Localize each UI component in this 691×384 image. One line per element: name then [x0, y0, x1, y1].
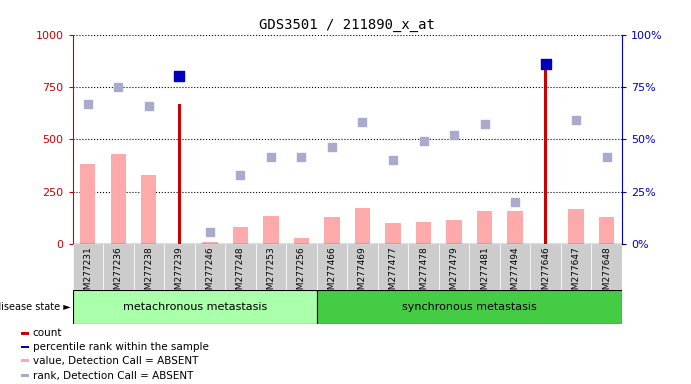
Text: GSM277231: GSM277231	[84, 246, 93, 301]
Bar	[225, 244, 256, 290]
Point	[205, 229, 216, 235]
Bar	[73, 290, 316, 324]
Bar	[178, 104, 181, 244]
Text: GSM277239: GSM277239	[175, 246, 184, 301]
Text: GSM277646: GSM277646	[541, 246, 550, 301]
Bar	[21, 359, 29, 362]
Bar	[416, 222, 431, 244]
Text: disease state ►: disease state ►	[0, 302, 71, 312]
Bar	[500, 244, 531, 290]
Bar	[256, 244, 286, 290]
Bar	[446, 220, 462, 244]
Text: GSM277478: GSM277478	[419, 246, 428, 301]
Point	[296, 154, 307, 160]
Point	[113, 84, 124, 90]
Bar	[286, 244, 316, 290]
Text: GSM277494: GSM277494	[511, 246, 520, 301]
Point	[448, 132, 460, 138]
Bar	[111, 154, 126, 244]
Bar	[21, 346, 29, 348]
Point	[418, 138, 429, 144]
Text: count: count	[32, 328, 62, 338]
Point	[143, 103, 154, 109]
Text: metachronous metastasis: metachronous metastasis	[122, 302, 267, 312]
Bar	[294, 238, 309, 244]
Point	[388, 157, 399, 163]
Text: rank, Detection Call = ABSENT: rank, Detection Call = ABSENT	[32, 371, 193, 381]
Text: GSM277648: GSM277648	[602, 246, 611, 301]
Bar	[202, 242, 218, 244]
Text: percentile rank within the sample: percentile rank within the sample	[32, 342, 209, 352]
Bar	[21, 374, 29, 377]
Point	[571, 117, 582, 123]
Bar	[195, 244, 225, 290]
Bar	[103, 244, 133, 290]
Text: GSM277477: GSM277477	[388, 246, 397, 301]
Bar	[386, 223, 401, 244]
Bar	[73, 244, 103, 290]
Point	[357, 119, 368, 126]
Bar	[164, 244, 195, 290]
Bar	[477, 212, 492, 244]
Text: GSM277647: GSM277647	[571, 246, 580, 301]
Bar	[316, 290, 622, 324]
Point	[82, 101, 93, 107]
Bar	[569, 209, 584, 244]
Bar	[263, 215, 278, 244]
Title: GDS3501 / 211890_x_at: GDS3501 / 211890_x_at	[259, 18, 435, 32]
Text: GSM277248: GSM277248	[236, 246, 245, 301]
Text: GSM277253: GSM277253	[267, 246, 276, 301]
Bar	[561, 244, 591, 290]
Point	[540, 61, 551, 67]
Bar	[439, 244, 469, 290]
Text: synchronous metastasis: synchronous metastasis	[402, 302, 537, 312]
Text: value, Detection Call = ABSENT: value, Detection Call = ABSENT	[32, 356, 198, 366]
Text: GSM277236: GSM277236	[114, 246, 123, 301]
Bar	[141, 175, 156, 244]
Bar	[469, 244, 500, 290]
Bar	[233, 227, 248, 244]
Bar	[408, 244, 439, 290]
Bar	[355, 208, 370, 244]
Text: GSM277479: GSM277479	[450, 246, 459, 301]
Bar	[133, 244, 164, 290]
Point	[509, 199, 520, 205]
Point	[326, 144, 337, 150]
Bar	[316, 244, 347, 290]
Bar	[21, 332, 29, 335]
Text: GSM277466: GSM277466	[328, 246, 337, 301]
Text: GSM277238: GSM277238	[144, 246, 153, 301]
Bar	[599, 217, 614, 244]
Text: GSM277256: GSM277256	[297, 246, 306, 301]
Bar	[324, 217, 339, 244]
Point	[601, 154, 612, 160]
Bar	[80, 164, 95, 244]
Point	[235, 172, 246, 178]
Bar	[544, 65, 547, 244]
Bar	[507, 212, 522, 244]
Point	[174, 73, 185, 79]
Bar	[378, 244, 408, 290]
Text: GSM277481: GSM277481	[480, 246, 489, 301]
Bar	[347, 244, 378, 290]
Bar	[591, 244, 622, 290]
Point	[265, 154, 276, 160]
Text: GSM277246: GSM277246	[205, 246, 214, 301]
Text: GSM277469: GSM277469	[358, 246, 367, 301]
Bar	[530, 244, 561, 290]
Point	[479, 121, 490, 127]
